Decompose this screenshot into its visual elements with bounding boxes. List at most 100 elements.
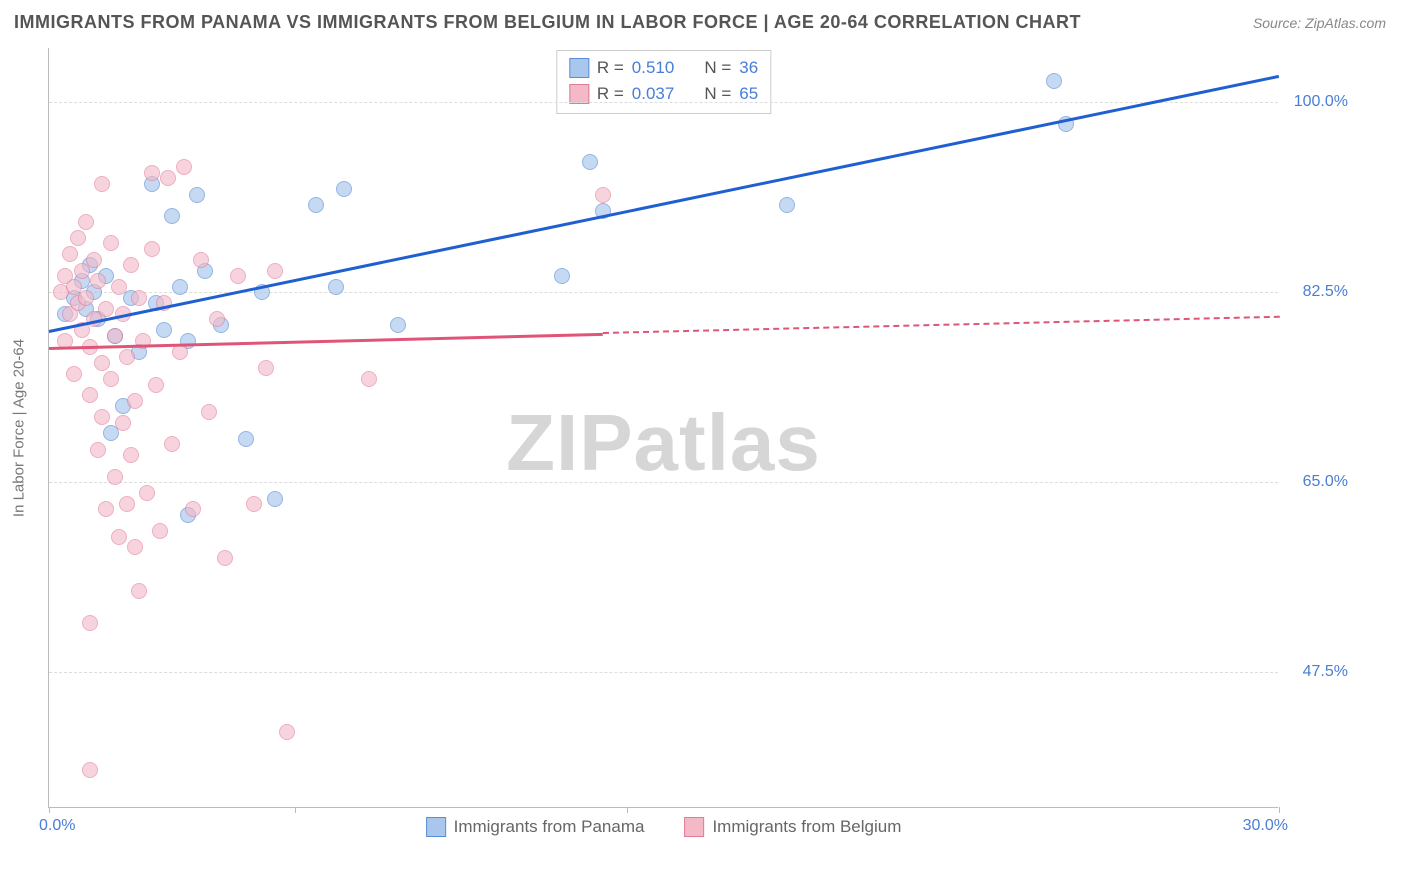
swatch-belgium	[569, 84, 589, 104]
swatch-panama-bottom	[426, 817, 446, 837]
data-point-belgium	[78, 290, 94, 306]
x-tick-mark	[1279, 807, 1280, 813]
source-label: Source: ZipAtlas.com	[1253, 15, 1386, 31]
data-point-belgium	[94, 176, 110, 192]
data-point-panama	[267, 491, 283, 507]
gridline	[49, 482, 1278, 483]
data-point-belgium	[209, 311, 225, 327]
data-point-belgium	[164, 436, 180, 452]
gridline	[49, 672, 1278, 673]
data-point-belgium	[361, 371, 377, 387]
watermark: ZIPatlas	[506, 397, 821, 489]
data-point-belgium	[82, 762, 98, 778]
data-point-belgium	[201, 404, 217, 420]
data-point-belgium	[127, 393, 143, 409]
data-point-belgium	[193, 252, 209, 268]
data-point-belgium	[246, 496, 262, 512]
data-point-panama	[328, 279, 344, 295]
data-point-belgium	[148, 377, 164, 393]
panama-r-value: 0.510	[632, 55, 675, 81]
data-point-belgium	[144, 165, 160, 181]
gridline	[49, 102, 1278, 103]
data-point-belgium	[115, 415, 131, 431]
data-point-belgium	[82, 387, 98, 403]
data-point-belgium	[123, 447, 139, 463]
data-point-belgium	[98, 301, 114, 317]
watermark-rest: atlas	[634, 398, 821, 487]
panama-n-value: 36	[739, 55, 758, 81]
y-axis-label: In Labor Force | Age 20-64	[11, 338, 28, 516]
data-point-belgium	[267, 263, 283, 279]
y-tick-label: 47.5%	[1288, 663, 1348, 681]
data-point-belgium	[86, 252, 102, 268]
data-point-belgium	[160, 170, 176, 186]
data-point-panama	[156, 322, 172, 338]
legend-label-belgium: Immigrants from Belgium	[712, 817, 901, 837]
n-prefix: N =	[704, 55, 731, 81]
legend-bottom: Immigrants from Panama Immigrants from B…	[426, 817, 902, 837]
data-point-belgium	[66, 366, 82, 382]
data-point-belgium	[62, 246, 78, 262]
y-tick-label: 100.0%	[1288, 93, 1348, 111]
data-point-panama	[172, 279, 188, 295]
data-point-belgium	[119, 349, 135, 365]
data-point-panama	[308, 197, 324, 213]
data-point-belgium	[94, 409, 110, 425]
data-point-panama	[238, 431, 254, 447]
data-point-belgium	[176, 159, 192, 175]
data-point-belgium	[279, 724, 295, 740]
data-point-panama	[1046, 73, 1062, 89]
data-point-belgium	[230, 268, 246, 284]
x-tick-mark	[49, 807, 50, 813]
data-point-panama	[779, 197, 795, 213]
plot-area: In Labor Force | Age 20-64 ZIPatlas R = …	[48, 48, 1278, 808]
data-point-belgium	[103, 235, 119, 251]
swatch-belgium-bottom	[684, 817, 704, 837]
trendline-belgium	[49, 332, 603, 349]
data-point-belgium	[111, 279, 127, 295]
data-point-belgium	[70, 230, 86, 246]
data-point-belgium	[90, 442, 106, 458]
watermark-bold: ZIP	[506, 398, 633, 487]
x-tick-min: 0.0%	[39, 817, 75, 835]
data-point-belgium	[111, 529, 127, 545]
data-point-panama	[189, 187, 205, 203]
legend-item-belgium: Immigrants from Belgium	[684, 817, 901, 837]
data-point-belgium	[103, 371, 119, 387]
x-tick-max: 30.0%	[1243, 817, 1288, 835]
data-point-belgium	[119, 496, 135, 512]
data-point-belgium	[131, 583, 147, 599]
trendline-dash-belgium	[602, 316, 1279, 334]
data-point-belgium	[185, 501, 201, 517]
data-point-panama	[390, 317, 406, 333]
data-point-belgium	[78, 214, 94, 230]
data-point-belgium	[94, 355, 110, 371]
data-point-panama	[164, 208, 180, 224]
y-tick-label: 82.5%	[1288, 283, 1348, 301]
data-point-belgium	[131, 290, 147, 306]
data-point-belgium	[144, 241, 160, 257]
y-tick-label: 65.0%	[1288, 473, 1348, 491]
data-point-belgium	[595, 187, 611, 203]
data-point-belgium	[258, 360, 274, 376]
data-point-panama	[554, 268, 570, 284]
swatch-panama	[569, 58, 589, 78]
legend-stats-row-panama: R = 0.510 N = 36	[569, 55, 758, 81]
legend-item-panama: Immigrants from Panama	[426, 817, 645, 837]
data-point-belgium	[127, 539, 143, 555]
legend-label-panama: Immigrants from Panama	[454, 817, 645, 837]
x-tick-mark	[627, 807, 628, 813]
data-point-belgium	[107, 328, 123, 344]
r-prefix: R =	[597, 55, 624, 81]
data-point-belgium	[82, 615, 98, 631]
data-point-panama	[582, 154, 598, 170]
chart-title: IMMIGRANTS FROM PANAMA VS IMMIGRANTS FRO…	[14, 12, 1081, 33]
data-point-belgium	[217, 550, 233, 566]
data-point-belgium	[139, 485, 155, 501]
legend-stats-box: R = 0.510 N = 36 R = 0.037 N = 65	[556, 50, 771, 114]
data-point-belgium	[98, 501, 114, 517]
x-tick-mark	[295, 807, 296, 813]
data-point-belgium	[90, 273, 106, 289]
data-point-panama	[336, 181, 352, 197]
data-point-belgium	[152, 523, 168, 539]
